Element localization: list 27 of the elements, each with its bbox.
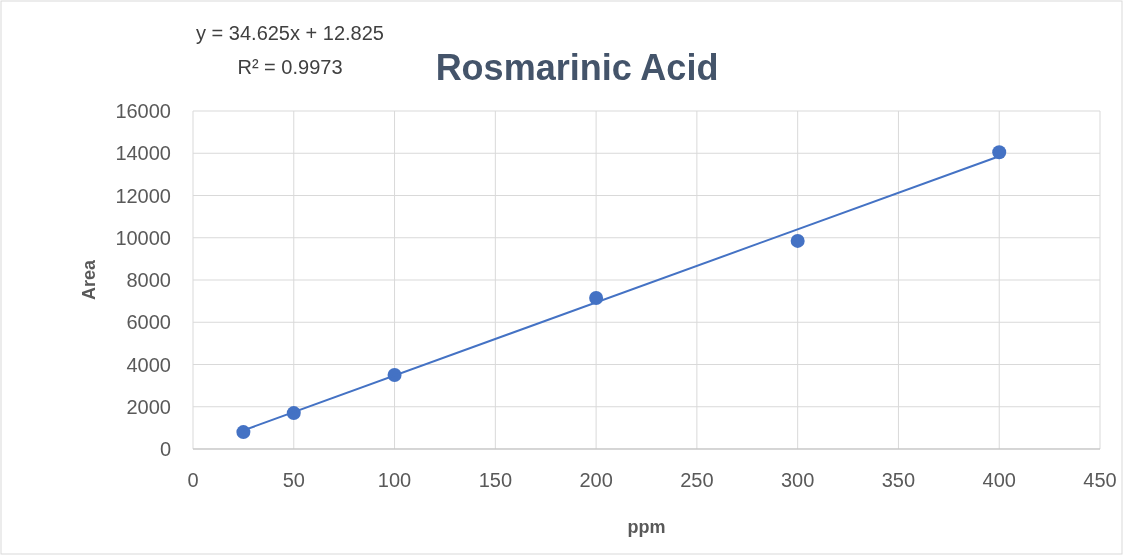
x-axis-title: ppm (627, 517, 666, 537)
y-tick-label: 4000 (126, 353, 171, 376)
x-tick-label: 250 (680, 469, 714, 491)
y-axis-title: Area (79, 259, 99, 301)
y-tick-label: 10000 (115, 226, 171, 249)
x-tick-label: 50 (282, 469, 305, 491)
x-tick-label: 300 (780, 469, 815, 491)
x-tick-label: 450 (1083, 469, 1117, 491)
x-tick-label: 0 (187, 469, 199, 491)
y-tick-label: 8000 (126, 269, 171, 291)
x-tick-label: 200 (579, 469, 613, 491)
y-tick-label: 6000 (126, 311, 171, 334)
y-tick-label: 2000 (126, 395, 171, 418)
text: R² = 0.9973 (237, 56, 343, 78)
x-tick-label: 400 (982, 469, 1016, 491)
chart-title: Rosmarinic Acid (435, 47, 719, 88)
y-tick-label: 12000 (115, 184, 171, 207)
y-tick-label: 14000 (115, 142, 171, 165)
point (992, 145, 1007, 160)
x-tick-label: 350 (881, 469, 916, 491)
x-tick-label: 100 (377, 469, 412, 491)
y-tick-label: 0 (159, 438, 171, 460)
point (236, 425, 251, 440)
y-tick-label: 16000 (115, 100, 171, 122)
point (790, 233, 805, 248)
x-tick-label: 150 (478, 469, 513, 491)
text: y = 34.625x + 12.825 (196, 22, 384, 44)
